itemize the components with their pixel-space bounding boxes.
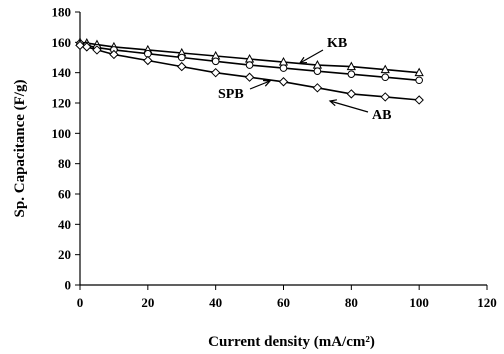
data-point-kb	[380, 64, 390, 74]
y-tick-label: 140	[52, 65, 72, 80]
arrow-kb	[299, 49, 324, 64]
data-point-kb	[414, 67, 424, 77]
x-tick-label: 100	[409, 295, 429, 310]
y-tick-label: 40	[58, 217, 71, 232]
data-point-ab	[210, 67, 221, 78]
data-point-ab	[312, 83, 323, 93]
arrow-ab-head	[328, 99, 338, 107]
series-label-ab: AB	[372, 108, 391, 123]
series-layer	[75, 37, 424, 105]
y-tick-label: 80	[58, 156, 71, 171]
arrow-kb-head	[298, 56, 308, 64]
arrow-spb-head	[262, 79, 272, 87]
series-label-spb: SPB	[218, 87, 244, 102]
series-label-kb: KB	[327, 36, 347, 51]
y-tick-label: 160	[52, 35, 72, 50]
x-tick-label: 60	[277, 295, 290, 310]
data-point-ab	[346, 89, 357, 99]
y-tick-label: 120	[52, 96, 72, 111]
x-axis-title: Current density (mA/cm²)	[208, 334, 375, 350]
data-point-spb	[211, 57, 220, 66]
x-tick-label: 120	[477, 295, 497, 310]
x-tick-label: 0	[77, 295, 84, 310]
data-point-ab	[244, 72, 255, 82]
y-axis-ticks: 0 20 40 60 80 100 120 140 160 180	[52, 5, 80, 293]
y-tick-label: 60	[58, 187, 71, 202]
y-tick-label: 0	[65, 278, 72, 293]
x-axis-ticks: 0 20 40 60 80 100 120	[77, 285, 497, 310]
data-point-spb	[313, 67, 322, 75]
arrow-ab	[329, 100, 369, 113]
y-axis-title: Sp. Capacitance (F/g)	[12, 80, 28, 218]
y-tick-label: 180	[52, 5, 72, 20]
data-point-ab	[278, 77, 289, 87]
annotation-layer: KB SPB AB	[218, 36, 391, 123]
data-point-ab	[75, 40, 85, 51]
arrow-spb	[249, 80, 271, 90]
data-point-ab	[143, 55, 153, 66]
data-point-ab	[92, 45, 102, 55]
data-point-ab	[177, 61, 187, 72]
y-tick-label: 100	[52, 126, 72, 141]
data-point-ab	[380, 92, 390, 102]
x-tick-label: 40	[209, 295, 222, 310]
data-point-ab	[109, 49, 119, 60]
data-point-ab	[82, 42, 92, 52]
data-point-spb	[177, 53, 186, 62]
data-point-spb	[415, 76, 423, 85]
data-point-spb	[347, 70, 356, 78]
data-point-spb	[245, 61, 254, 69]
x-tick-label: 80	[345, 295, 358, 310]
data-point-spb	[279, 64, 288, 72]
data-point-ab	[414, 95, 424, 105]
x-tick-label: 20	[141, 295, 154, 310]
data-point-spb	[381, 73, 390, 82]
y-tick-label: 20	[58, 247, 71, 262]
data-point-kb	[346, 61, 356, 71]
